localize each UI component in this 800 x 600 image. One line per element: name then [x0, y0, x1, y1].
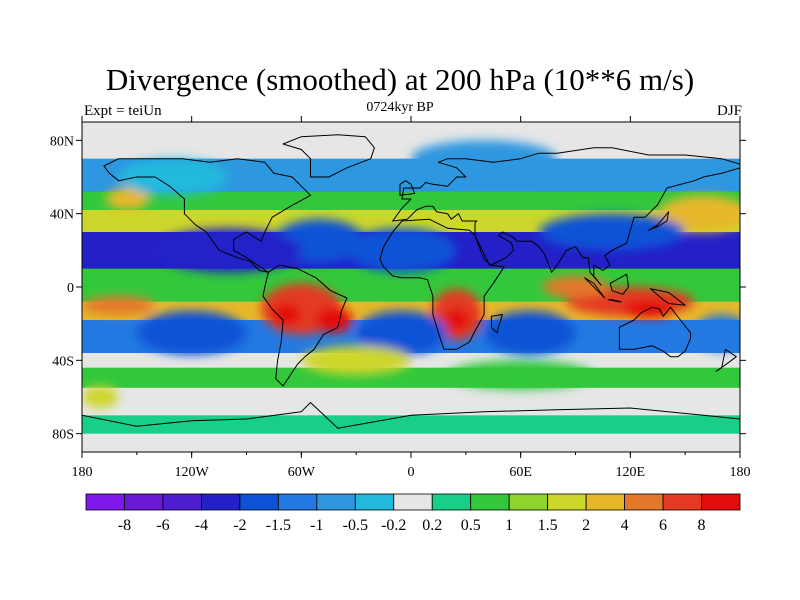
- colorbar-box-8: [393, 493, 433, 511]
- field-blob-18: [484, 310, 576, 355]
- colorbar-box-12: [547, 493, 587, 511]
- field-band-8: [82, 353, 740, 369]
- field-blob-1: [272, 303, 302, 326]
- field-blob-24: [118, 158, 229, 196]
- field-band-11: [82, 415, 740, 435]
- field-blob-17: [356, 310, 448, 355]
- field-blob-23: [411, 140, 558, 178]
- colorbar-label: 2: [582, 517, 590, 534]
- field-blob-20: [301, 345, 411, 376]
- y-tick-label: 40N: [50, 208, 74, 223]
- x-axis: 180 120W 60W 0 60E 120E 180: [72, 116, 751, 480]
- colorbar-label: 8: [698, 517, 706, 534]
- colorbar-box-0: [85, 493, 125, 511]
- y-tick-label: 80S: [52, 428, 74, 443]
- colorbar-label: 6: [659, 517, 667, 534]
- coastline-0: [103, 158, 311, 273]
- chart-title: Divergence (smoothed) at 200 hPa (10**6 …: [105, 62, 695, 97]
- colorbar-label: -8: [118, 517, 131, 534]
- colorbar-label: -2: [233, 517, 246, 534]
- colorbar-label: -4: [195, 517, 208, 534]
- field-blob-16: [136, 310, 247, 355]
- field-blob-8: [82, 296, 156, 315]
- colorbar-box-9: [431, 493, 472, 511]
- colorbar-box-2: [162, 493, 202, 511]
- coastline-4: [618, 306, 692, 358]
- colorbar-label: -1: [310, 517, 323, 534]
- coastline-9: [609, 273, 629, 295]
- coastline-6: [82, 402, 740, 452]
- coastline-13: [490, 314, 503, 334]
- colorbar-box-14: [624, 493, 664, 511]
- x-tick-label: 180: [730, 465, 751, 480]
- coastline-11: [648, 211, 670, 231]
- colorbar-box-7: [354, 493, 395, 511]
- coastline-2: [379, 218, 505, 350]
- field-band-9: [82, 367, 740, 389]
- coastline-14: [715, 348, 737, 372]
- field-band-2: [82, 191, 740, 211]
- colorbar-box-1: [124, 493, 164, 511]
- x-tick-label: 60E: [509, 465, 532, 480]
- y-axis: 80N 40N 0 40S 80S: [50, 134, 746, 443]
- field-blob-22: [82, 386, 119, 408]
- colorbar-box-13: [585, 493, 625, 511]
- colorbar-box-16: [701, 493, 741, 511]
- field-blob-4: [443, 309, 470, 331]
- coastline-1: [262, 264, 348, 387]
- field-band-10: [82, 387, 740, 416]
- y-tick-label: 0: [67, 281, 74, 296]
- colorbar-label: -1.5: [266, 517, 291, 534]
- season-label: DJF: [716, 103, 742, 119]
- x-tick-label: 60W: [288, 465, 316, 480]
- coastline-8: [607, 299, 622, 303]
- chart-subtitle: 0724kyr BP: [366, 100, 434, 115]
- field-blob-7: [542, 276, 609, 298]
- colorbar-box-11: [508, 493, 549, 511]
- y-tick-label: 40S: [52, 354, 74, 369]
- colorbar-label: 1: [505, 517, 513, 534]
- coastline-12: [399, 180, 416, 196]
- y-tick-label: 80N: [50, 134, 74, 149]
- field-blob-9: [657, 195, 740, 232]
- colorbar-label: 4: [621, 517, 629, 534]
- colorbar-label: -6: [156, 517, 169, 534]
- coastline-7: [584, 277, 606, 299]
- colorbar-box-15: [662, 493, 702, 511]
- coastline-10: [649, 288, 686, 306]
- x-tick-label: 180: [72, 465, 93, 480]
- field-blob-19: [694, 314, 740, 352]
- field-blob-15: [347, 228, 457, 273]
- x-tick-label: 120W: [175, 465, 210, 480]
- field-band-0: [82, 122, 740, 160]
- colorbar-label: -0.2: [381, 517, 406, 534]
- x-tick-label: 0: [408, 465, 415, 480]
- field-band-12: [82, 433, 740, 452]
- coastline-3: [392, 147, 740, 286]
- colorbar: -8 -6 -4 -2 -1.5 -1 -0.5 -0.2 0.2 0.5 1 1.5 2 4 6 8: [85, 493, 741, 534]
- coastlines: [82, 134, 740, 452]
- field-blob-10: [105, 188, 150, 210]
- experiment-label: Expt = teiUn: [84, 103, 162, 119]
- coastline-5: [282, 134, 375, 178]
- colorbar-label: 1.5: [538, 517, 558, 534]
- divergence-field: [82, 122, 740, 452]
- field-blob-13: [155, 228, 302, 273]
- colorbar-label: -0.5: [343, 517, 368, 534]
- colorbar-label: 0.2: [422, 517, 442, 534]
- colorbar-label: 0.5: [461, 517, 481, 534]
- field-blob-14: [538, 213, 686, 251]
- colorbar-box-3: [201, 493, 241, 511]
- field-blob-2: [315, 307, 353, 333]
- x-tick-label: 120E: [616, 465, 646, 480]
- colorbar-box-4: [239, 493, 279, 511]
- colorbar-box-5: [277, 493, 318, 511]
- field-blob-21: [447, 360, 594, 390]
- colorbar-box-6: [316, 493, 356, 511]
- colorbar-box-10: [470, 493, 510, 511]
